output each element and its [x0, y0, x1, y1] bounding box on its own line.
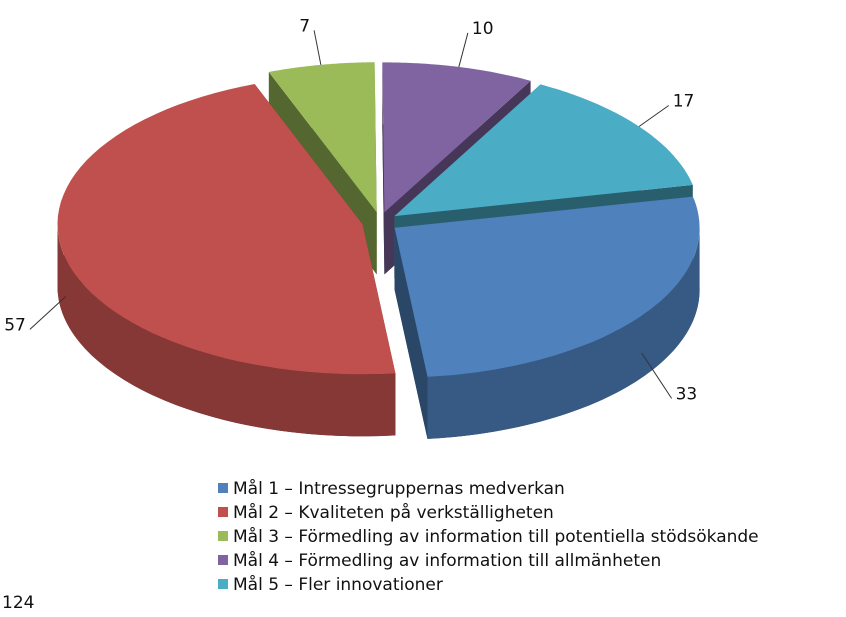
slice [394, 196, 700, 439]
legend-label: Mål 3 – Förmedling av information till p… [233, 526, 759, 547]
slice [268, 62, 377, 213]
data-label: 10 [472, 19, 494, 39]
data-label: 7 [299, 16, 310, 36]
slice [382, 62, 531, 213]
legend-label: Mål 2 – Kvaliteten på verkställigheten [233, 502, 554, 523]
leader-line [638, 105, 670, 127]
leader-line [29, 296, 67, 330]
legend-label: Mål 5 – Fler innovationer [233, 574, 443, 595]
legend-swatch [218, 531, 228, 541]
leader-line [313, 30, 322, 65]
slice-wall [394, 227, 428, 439]
total-label: 124 [2, 593, 34, 613]
legend-swatch [218, 483, 228, 493]
leader-line [641, 352, 673, 399]
legend-label: Mål 4 – Förmedling av information till a… [233, 550, 661, 571]
leader-line [458, 32, 469, 68]
legend-label: Mål 1 – Intressegruppernas medverkan [233, 478, 565, 499]
legend-swatch [218, 555, 228, 565]
slice [57, 84, 396, 375]
legend-swatch [218, 579, 228, 589]
legend-swatch [218, 507, 228, 517]
data-label: 17 [673, 92, 695, 112]
slice-wall [382, 62, 385, 275]
data-label: 57 [4, 315, 26, 335]
slice-side [427, 227, 700, 439]
data-label: 33 [676, 384, 698, 404]
slice [57, 84, 396, 437]
slice-side [57, 224, 396, 437]
slice [394, 84, 693, 217]
slice [394, 196, 700, 377]
